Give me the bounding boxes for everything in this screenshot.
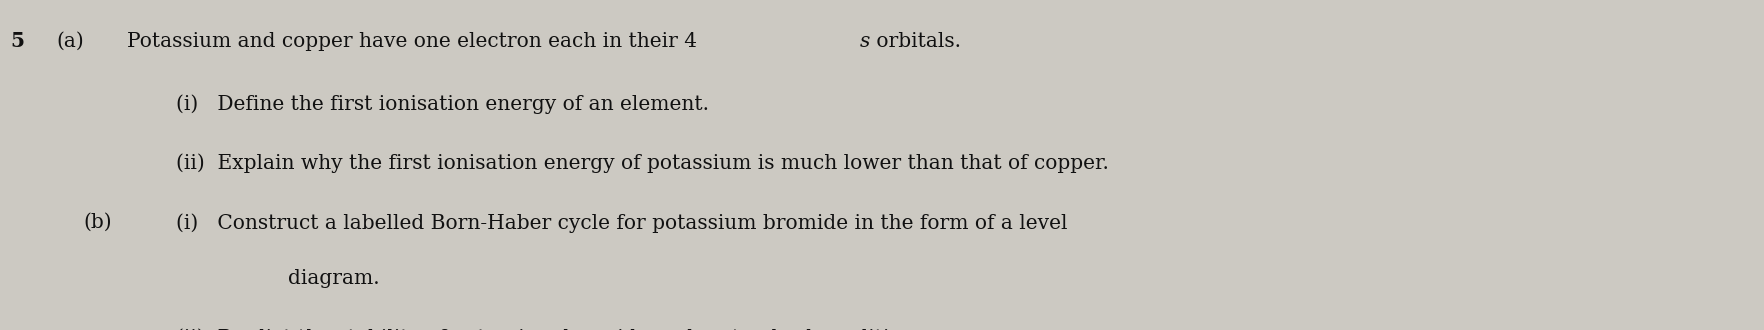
Text: Potassium and copper have one electron each in their 4: Potassium and copper have one electron e… [127, 32, 697, 51]
Text: (i)   Construct a labelled Born-Haber cycle for potassium bromide in the form of: (i) Construct a labelled Born-Haber cycl… [176, 213, 1067, 233]
Text: 5: 5 [11, 31, 25, 51]
Text: (b): (b) [83, 213, 111, 232]
Text: diagram.: diagram. [288, 269, 379, 288]
Text: orbitals.: orbitals. [870, 32, 961, 51]
Text: (ii)  Explain why the first ionisation energy of potassium is much lower than th: (ii) Explain why the first ionisation en… [176, 153, 1110, 173]
Text: (a): (a) [56, 32, 85, 51]
Text: (ii)  Predict the stability of potassium bromide under standard conditions.: (ii) Predict the stability of potassium … [176, 328, 931, 330]
Text: (i)   Define the first ionisation energy of an element.: (i) Define the first ionisation energy o… [176, 94, 709, 114]
Text: s: s [859, 32, 870, 51]
